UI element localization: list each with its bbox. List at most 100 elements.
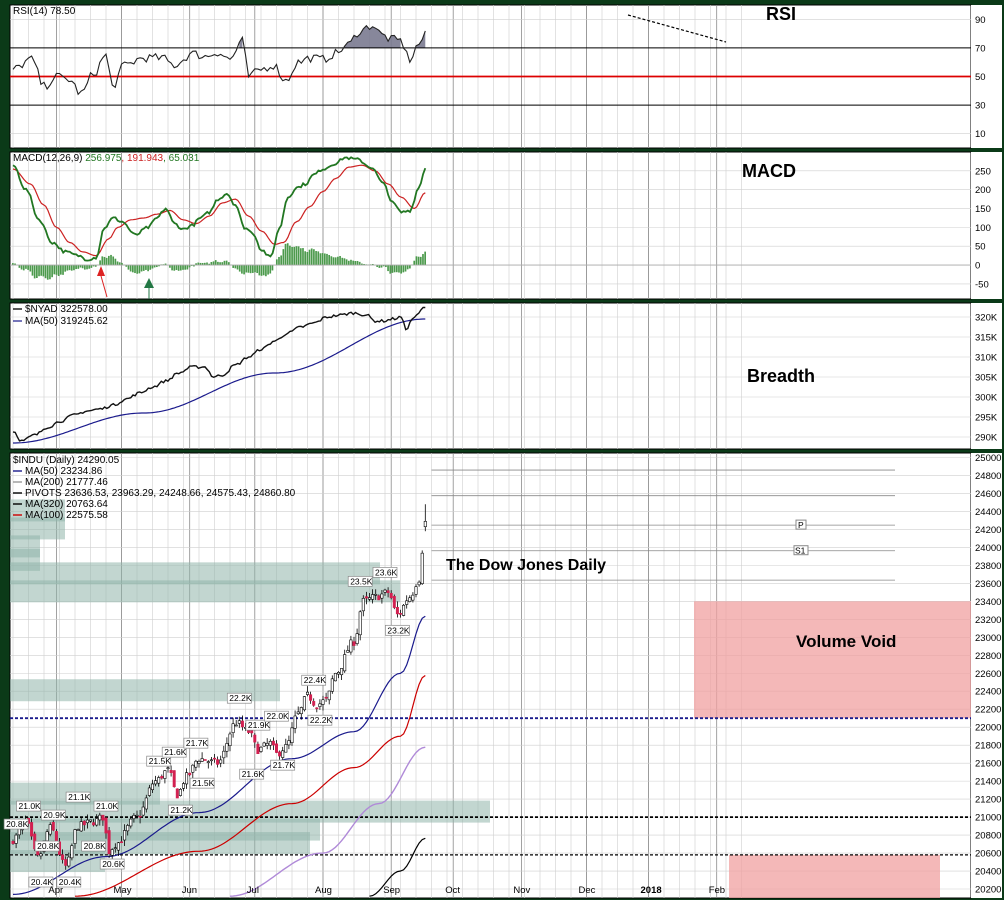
price-label: 20.6K	[102, 859, 125, 869]
macd-histogram-bar	[164, 263, 167, 266]
candle-body	[312, 701, 316, 706]
macd-histogram-bar	[203, 262, 206, 266]
macd-histogram-bar	[195, 263, 197, 266]
macd-histogram-bar	[212, 261, 215, 266]
macd-histogram-bar	[269, 265, 272, 274]
price-label-box	[245, 719, 271, 731]
macd-line	[12, 156, 427, 262]
macd-histogram-bar	[313, 249, 315, 266]
nyad-tick-label: 310K	[975, 353, 998, 364]
price-label: 23.6K	[375, 567, 398, 577]
candle-body	[234, 724, 238, 727]
candle-body	[408, 597, 412, 602]
price-label-box	[301, 674, 327, 686]
macd-histogram-bar	[81, 265, 84, 269]
rsi-tick-label: 10	[975, 129, 986, 140]
price-label: 21.5K	[149, 756, 172, 766]
macd-histogram-bar	[35, 265, 38, 278]
macd-histogram-bar	[308, 249, 311, 266]
candle-body	[321, 699, 325, 705]
candle-body	[274, 743, 278, 753]
price-label: 21.5K	[192, 778, 215, 788]
candle-body	[151, 783, 155, 791]
macd-histogram-bar	[173, 265, 176, 271]
candle-body	[398, 613, 402, 615]
candle-body	[423, 521, 427, 528]
macd-histogram-bar	[103, 256, 106, 266]
macd-histogram-bar	[99, 260, 101, 266]
candle-body	[188, 772, 192, 776]
candle-body	[296, 711, 300, 715]
price-label-box	[189, 777, 215, 789]
macd-histogram-bar	[29, 265, 32, 272]
pivot-marker	[793, 545, 809, 556]
nyad-tick-label: 290K	[975, 433, 998, 444]
candle-body	[166, 767, 170, 770]
macd-histogram-bar	[234, 265, 237, 269]
candle-body	[194, 760, 198, 768]
candle-body	[327, 690, 331, 701]
candle-body	[123, 830, 127, 841]
candle-body	[228, 733, 232, 746]
macd-histogram-bar	[33, 265, 36, 279]
candle-body	[82, 820, 86, 826]
macd-histogram-bar	[12, 263, 14, 266]
indu-tick-label: 24400	[975, 507, 1001, 518]
candle-body	[293, 715, 297, 729]
candle-body	[85, 819, 89, 824]
macd-panel-background	[9, 151, 972, 300]
macd-histogram-bar	[395, 265, 398, 273]
macd-histogram-bar	[293, 246, 296, 266]
price-label-box	[81, 840, 106, 852]
price-label: 20.9K	[43, 810, 66, 820]
macd-histogram-bar	[175, 265, 178, 271]
macd-histogram-bar	[114, 258, 117, 266]
price-label: 22.2K	[310, 715, 333, 725]
macd-histogram-bar	[14, 263, 16, 266]
macd-histogram-bar	[328, 254, 331, 266]
macd-histogram-bar	[197, 262, 200, 266]
macd-histogram-bar	[382, 265, 385, 267]
macd-value: , 65.031	[163, 153, 200, 164]
macd-histogram-bar	[406, 265, 409, 270]
macd-histogram-bar	[227, 262, 230, 266]
volume-void-label: Volume Void	[796, 632, 896, 651]
candle-body	[355, 633, 359, 644]
candle-body	[380, 593, 384, 599]
price-label: 20.8K	[37, 841, 60, 851]
macd-histogram-bar	[51, 265, 53, 278]
macd-histogram-bar	[352, 260, 355, 266]
pivot-marker	[795, 519, 807, 530]
macd-histogram-bar	[245, 265, 248, 273]
volume-by-price-bar	[10, 535, 40, 558]
candle-body	[346, 650, 350, 653]
macd-histogram-bar	[188, 265, 191, 268]
candle-body	[315, 707, 319, 710]
candle-body	[30, 822, 34, 837]
macd-histogram-bar	[125, 265, 128, 267]
macd-histogram-bar	[46, 265, 49, 280]
price-label-box	[307, 714, 333, 726]
rsi-panel: RSI(14) 78.50 RSI	[10, 4, 971, 106]
candle-body	[14, 834, 18, 844]
candle-body	[318, 703, 322, 707]
nyad-line	[12, 306, 426, 442]
price-label: 21.6K	[164, 747, 187, 757]
macd-histogram-bar	[116, 261, 119, 266]
rsi-annotation: RSI	[766, 4, 796, 24]
macd-histogram-bar	[57, 265, 60, 277]
price-label-box	[226, 692, 252, 704]
candle-body	[64, 859, 68, 866]
macd-histogram-bar	[75, 265, 77, 270]
macd-sell-arrow-stem	[100, 275, 108, 298]
macd-histogram-bar	[332, 257, 335, 266]
candlesticks	[11, 504, 427, 870]
price-label: 21.6K	[242, 769, 265, 779]
macd-tick-label: 100	[975, 223, 991, 234]
macd-histogram-bar	[199, 262, 202, 266]
indu-tick-label: 22800	[975, 651, 1001, 662]
candle-body	[392, 596, 396, 608]
candle-body	[265, 742, 269, 746]
price-label-box	[65, 791, 91, 803]
